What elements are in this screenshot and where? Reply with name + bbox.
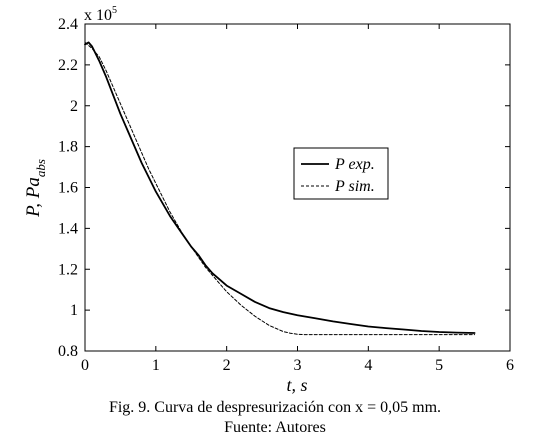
y-tick-label: 2.2 bbox=[58, 57, 78, 74]
y-tick-label: 1.8 bbox=[58, 139, 78, 156]
x-tick-label: 6 bbox=[506, 357, 514, 374]
y-axis-label: P, Paabs bbox=[23, 159, 48, 218]
series-line-p-exp bbox=[84, 41, 476, 334]
legend-box bbox=[293, 147, 389, 200]
figure-source: Fuente: Autores bbox=[224, 419, 326, 436]
y-multiplier-base: x 10 bbox=[84, 7, 112, 24]
legend-label-p-sim: P sim. bbox=[334, 178, 375, 195]
y-tick-label: 0.8 bbox=[58, 343, 78, 360]
x-tick-label: 5 bbox=[435, 357, 443, 374]
series-line-p-sim bbox=[84, 41, 476, 336]
y-tick-label: 1.4 bbox=[58, 220, 78, 237]
x-tick-label: 2 bbox=[223, 357, 231, 374]
y-tick-label: 1 bbox=[70, 302, 78, 319]
x-axis-label: t, s bbox=[286, 375, 307, 395]
axis-ticks: 0 1 2 3 4 5 6 0.8 1 1.2 1.4 1.6 1.8 2 2.2 2.4 bbox=[58, 16, 514, 374]
y-axis-multiplier: x 105 bbox=[84, 5, 117, 24]
y-tick-label: 2.4 bbox=[58, 16, 78, 33]
y-tick-label: 1.2 bbox=[58, 261, 78, 278]
legend-label-p-exp: P exp. bbox=[334, 156, 375, 173]
y-axis-label-main: P, Pa bbox=[23, 177, 44, 218]
pressure-chart: 0 1 2 3 4 5 60.811.21.41.61.822.22.4 x 105 P, … bbox=[23, 5, 514, 395]
x-tick-label: 0 bbox=[81, 357, 89, 374]
x-tick-label: 4 bbox=[364, 357, 372, 374]
y-multiplier-exponent: 5 bbox=[112, 5, 117, 16]
x-tick-label: 3 bbox=[294, 357, 302, 374]
y-tick-label: 1.6 bbox=[58, 180, 78, 197]
y-axis-label-subscript: abs bbox=[33, 159, 48, 177]
x-tick-label: 1 bbox=[152, 357, 160, 374]
y-tick-label: 2 bbox=[70, 98, 78, 115]
legend: P exp. P sim. bbox=[293, 147, 389, 200]
series-lines bbox=[84, 41, 476, 336]
figure-caption: Fig. 9. Curva de despresurización con x … bbox=[108, 399, 442, 416]
